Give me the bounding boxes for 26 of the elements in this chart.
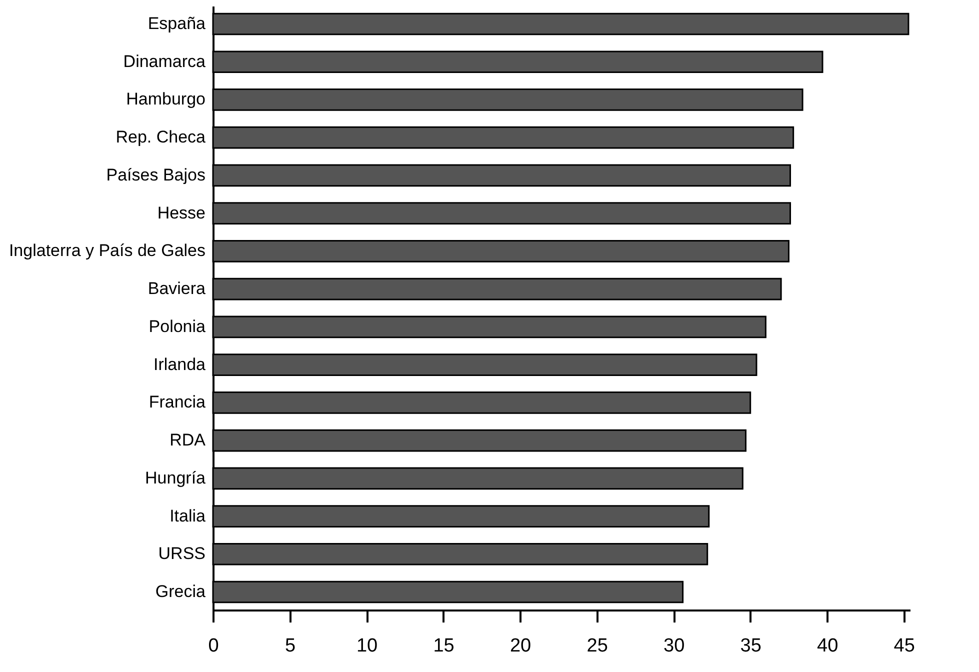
x-tick-label: 10 (356, 636, 378, 656)
y-tick-label: Francia (148, 392, 206, 412)
x-tick-label: 25 (586, 636, 608, 656)
y-tick-label: Irlanda (154, 354, 206, 374)
y-tick-label: Italia (170, 506, 206, 526)
x-tick-label: 5 (284, 636, 296, 656)
y-tick-label: Inglaterra y País de Gales (8, 241, 206, 260)
x-tick-label: 20 (510, 636, 532, 656)
x-tick-label: 40 (817, 636, 838, 656)
y-tick-label: Grecia (155, 582, 206, 602)
x-tick-label: 0 (208, 636, 219, 656)
x-tick-label: 30 (664, 636, 685, 656)
y-tick-label: Baviera (148, 279, 206, 298)
y-tick-label: Dinamarca (123, 52, 206, 71)
y-tick-label: España (148, 14, 206, 33)
y-tick-label: Hesse (157, 203, 206, 222)
x-tick-label: 35 (740, 636, 762, 656)
y-tick-label: Polonia (148, 316, 206, 336)
y-tick-label: RDA (170, 430, 206, 450)
y-tick-label: Hamburgo (126, 90, 206, 109)
x-tick-label: 15 (433, 636, 454, 656)
y-tick-label: URSS (158, 544, 206, 564)
y-tick-label: Países Bajos (106, 165, 206, 184)
x-tick-label: 45 (894, 636, 915, 656)
y-tick-label: Rep. Checa (116, 128, 206, 147)
y-tick-label: Hungría (145, 468, 206, 488)
